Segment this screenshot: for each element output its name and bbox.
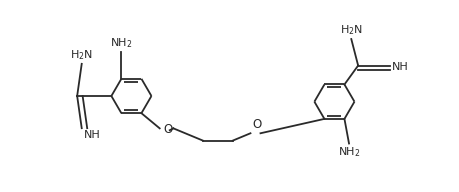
Text: H$_2$N: H$_2$N <box>70 48 93 62</box>
Text: O: O <box>163 123 173 136</box>
Text: NH$_2$: NH$_2$ <box>338 145 360 159</box>
Text: NH: NH <box>84 130 101 140</box>
Text: NH: NH <box>392 62 409 72</box>
Text: H$_2$N: H$_2$N <box>340 23 363 37</box>
Text: O: O <box>253 118 262 131</box>
Text: NH$_2$: NH$_2$ <box>110 37 133 50</box>
